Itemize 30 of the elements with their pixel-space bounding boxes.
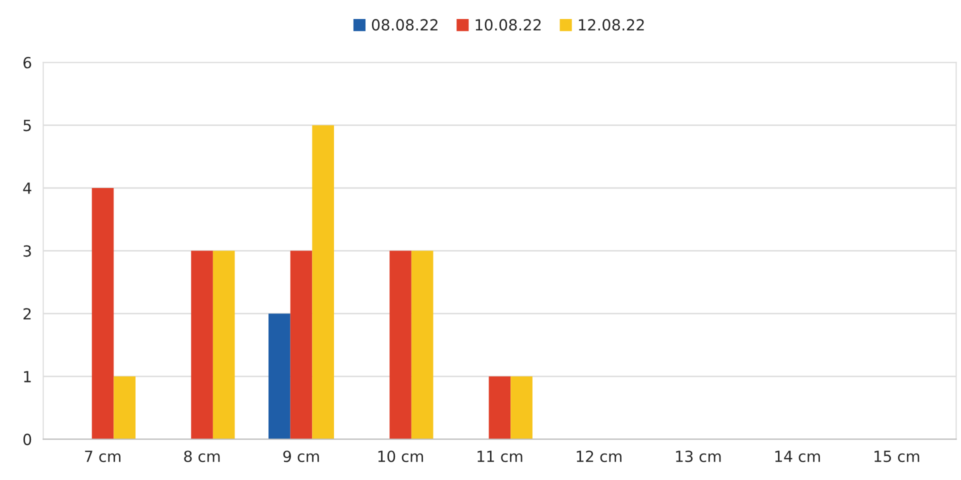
y-tick-label: 2 bbox=[24, 308, 31, 320]
y-tick-label: 6 bbox=[23, 56, 32, 68]
legend-label: 12.08.22 bbox=[578, 19, 644, 31]
x-tick-label: 8 cm bbox=[184, 450, 220, 462]
y-tick-label: 0 bbox=[23, 434, 32, 446]
x-tick-label: 12 cm bbox=[576, 450, 622, 462]
bar bbox=[191, 250, 213, 440]
x-tick-label: 7 cm bbox=[85, 450, 120, 462]
bar bbox=[92, 188, 114, 440]
legend-label: 10.08.22 bbox=[476, 19, 541, 31]
bar bbox=[114, 376, 136, 440]
x-tick-label: 11 cm bbox=[478, 450, 522, 462]
bar bbox=[268, 314, 290, 440]
y-tick-label: 5 bbox=[24, 120, 31, 132]
bar bbox=[411, 250, 434, 440]
x-tick-label: 14 cm bbox=[775, 450, 820, 462]
y-tick-label: 3 bbox=[24, 245, 31, 257]
x-tick-label: 9 cm bbox=[283, 450, 319, 462]
bar bbox=[312, 125, 334, 440]
y-tick-label: 1 bbox=[24, 371, 31, 382]
x-tick-label: 13 cm bbox=[676, 450, 721, 462]
bar bbox=[290, 250, 312, 440]
y-tick-label: 4 bbox=[23, 182, 32, 194]
x-tick-label: 15 cm bbox=[874, 450, 920, 462]
bar bbox=[510, 376, 532, 440]
bar bbox=[390, 250, 412, 440]
legend-label: 08.08.22 bbox=[372, 19, 438, 31]
bar bbox=[488, 376, 511, 440]
bar bbox=[212, 250, 235, 440]
x-tick-label: 10 cm bbox=[378, 450, 423, 462]
